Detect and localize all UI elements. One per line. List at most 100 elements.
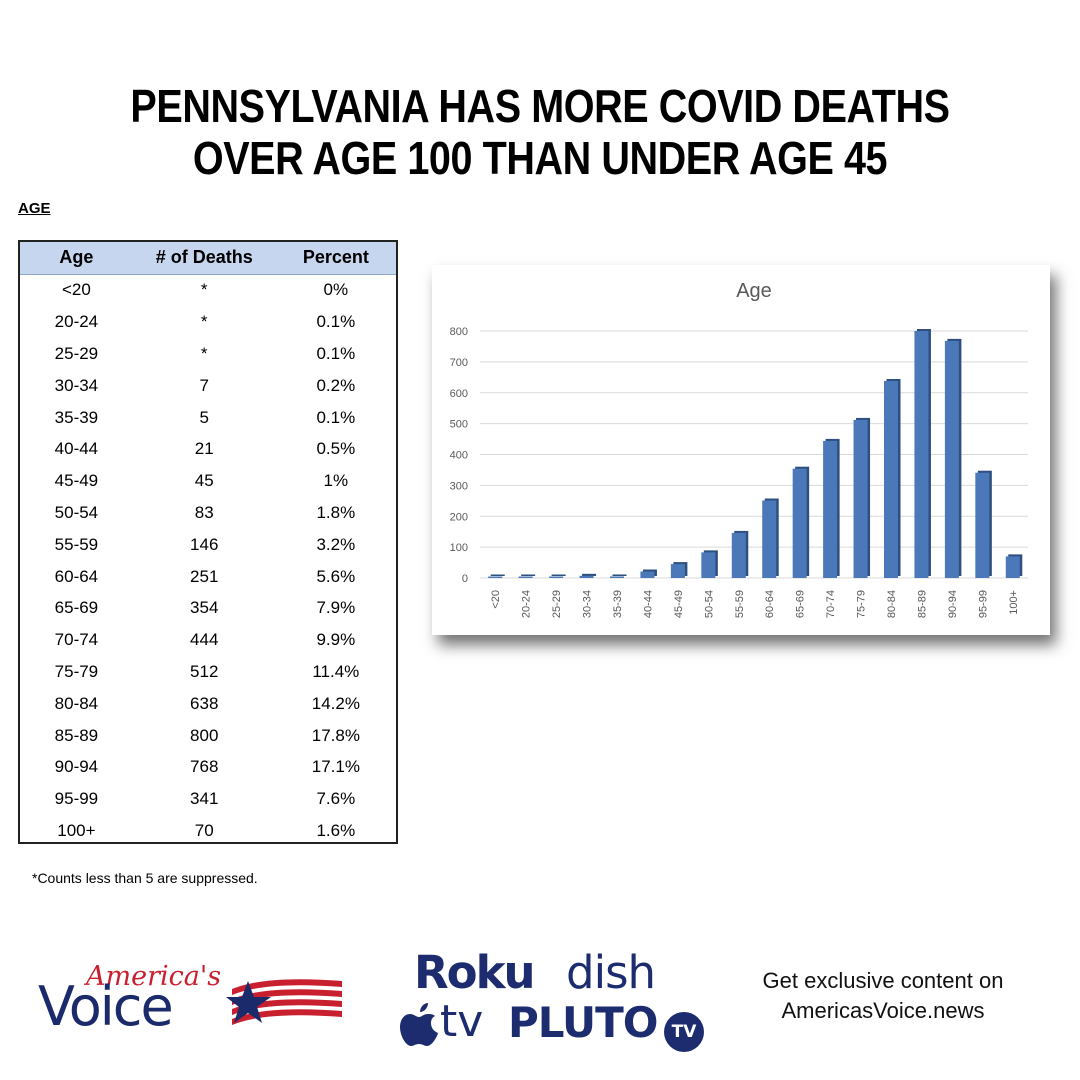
chart-title: Age: [736, 280, 772, 302]
cell-percent: 17.8%: [311, 725, 360, 745]
cell-percent: 1%: [323, 471, 349, 491]
cell-age: 55-59: [54, 534, 99, 554]
dish-logo: dish: [566, 946, 656, 999]
bar: [1005, 556, 1020, 578]
cell-deaths: *: [200, 312, 208, 332]
cell-age: 25-29: [54, 343, 99, 363]
chart-card: Age 0 100 200 300 400 500 600 700 800 <20 20-24 25-2…: [432, 265, 1050, 635]
bar: [701, 552, 716, 578]
y-tick-label: 200: [450, 511, 468, 523]
x-tick-label: 50-54: [703, 590, 715, 618]
headline: PENNSYLVANIA HAS MORE COVID DEATHS OVER …: [76, 80, 1005, 184]
table-row: 65-69 354 7.9%: [20, 592, 396, 624]
cell-percent: 0.1%: [316, 343, 356, 363]
table-row: 100+ 70 1.6%: [20, 815, 396, 847]
cell-age: 60-64: [54, 566, 99, 586]
cell-deaths: 146: [190, 534, 219, 554]
cell-deaths: *: [200, 280, 208, 300]
deaths-table: Age # of Deaths Percent <20 * 0% 20-24 * 0.1%…: [18, 240, 398, 844]
x-tick-label: 85-89: [916, 590, 928, 618]
table-row: 40-44 21 0.5%: [20, 433, 396, 465]
cell-deaths: 21: [194, 439, 214, 459]
y-tick-label: 800: [450, 326, 468, 338]
cell-percent: 5.6%: [316, 566, 356, 586]
y-tick-label: 300: [450, 480, 468, 492]
cell-percent: 0.5%: [316, 439, 356, 459]
x-tick-label: 75-79: [856, 590, 868, 618]
cell-percent: 0%: [323, 280, 349, 300]
flag-star-icon: [226, 979, 342, 1025]
cell-percent: 0.1%: [316, 312, 356, 332]
y-tick-label: 0: [462, 573, 468, 585]
bar: [762, 500, 777, 578]
cell-percent: 1.8%: [316, 502, 356, 522]
cell-percent: 3.2%: [316, 534, 356, 554]
cell-deaths: 512: [190, 661, 219, 681]
cell-percent: 17.1%: [311, 757, 360, 777]
logo-script-text: America's: [86, 961, 222, 992]
cell-percent: 7.9%: [316, 598, 356, 618]
cell-percent: 14.2%: [311, 693, 360, 713]
cta-link[interactable]: AmericasVoice.news: [781, 998, 985, 1023]
table-row: <20 * 0%: [20, 274, 396, 306]
pluto-logo: PLUTO: [508, 998, 659, 1047]
cell-age: 35-39: [54, 407, 99, 427]
cell-percent: 0.2%: [316, 375, 356, 395]
appletv-logo-text: tv: [440, 996, 484, 1047]
table-row: 85-89 800 17.8%: [20, 720, 396, 752]
cta-line-1: Get exclusive content on: [762, 968, 1004, 993]
bar: [640, 571, 655, 578]
call-to-action: Get exclusive content on AmericasVoice.n…: [718, 966, 1048, 1026]
x-tick-label: 20-24: [521, 590, 533, 618]
header-age: Age: [20, 242, 133, 275]
bar-depth: [521, 574, 536, 576]
cell-age: 100+: [57, 820, 96, 840]
bar: [883, 381, 899, 578]
cell-percent: 0.1%: [316, 407, 356, 427]
table-row: 50-54 83 1.8%: [20, 497, 396, 529]
x-tick-label: 95-99: [977, 590, 989, 618]
table-row: 20-24 * 0.1%: [20, 306, 396, 338]
footnote: *Counts less than 5 are suppressed.: [32, 870, 258, 886]
header-percent: Percent: [275, 242, 396, 275]
cell-age: 75-79: [54, 661, 99, 681]
cell-age: 50-54: [54, 502, 99, 522]
cell-age: 70-74: [54, 630, 99, 650]
bar: [670, 564, 685, 578]
bar: [944, 340, 959, 578]
cell-deaths: 83: [194, 502, 214, 522]
table-row: 95-99 341 7.6%: [20, 783, 396, 815]
bar: [914, 331, 929, 578]
cell-deaths: 444: [190, 630, 219, 650]
bar: [609, 576, 625, 578]
y-tick-label: 700: [450, 357, 468, 369]
cell-percent: 7.6%: [316, 789, 356, 809]
bar: [853, 419, 868, 578]
bar: [488, 576, 503, 578]
table-row: 75-79 512 11.4%: [20, 656, 396, 688]
x-tick-label: 45-49: [673, 590, 685, 618]
bar: [549, 576, 564, 578]
cell-age: <20: [61, 280, 91, 300]
bar: [975, 472, 990, 578]
cell-age: 80-84: [54, 693, 99, 713]
cell-deaths: 5: [199, 407, 209, 427]
header-deaths: # of Deaths: [132, 242, 276, 275]
cell-deaths: 768: [190, 757, 219, 777]
y-tick-label: 600: [450, 388, 468, 400]
table-header-row: Age # of Deaths Percent: [20, 242, 396, 275]
cell-deaths: 70: [194, 820, 214, 840]
bar-depth: [582, 573, 597, 576]
cell-deaths: 800: [190, 725, 219, 745]
bar-depth: [490, 574, 505, 576]
y-tick-label: 400: [450, 450, 468, 462]
x-tick-label: <20: [490, 590, 502, 609]
cell-age: 30-34: [54, 375, 99, 395]
cell-deaths: 354: [190, 598, 219, 618]
cell-deaths: 638: [190, 693, 219, 713]
bar: [731, 532, 746, 578]
x-tick-label: 70-74: [825, 590, 837, 618]
cell-age: 40-44: [54, 439, 99, 459]
platform-logos: Roku dish tv PLUTO TV: [398, 946, 708, 1056]
x-tick-label: 55-59: [734, 590, 746, 618]
